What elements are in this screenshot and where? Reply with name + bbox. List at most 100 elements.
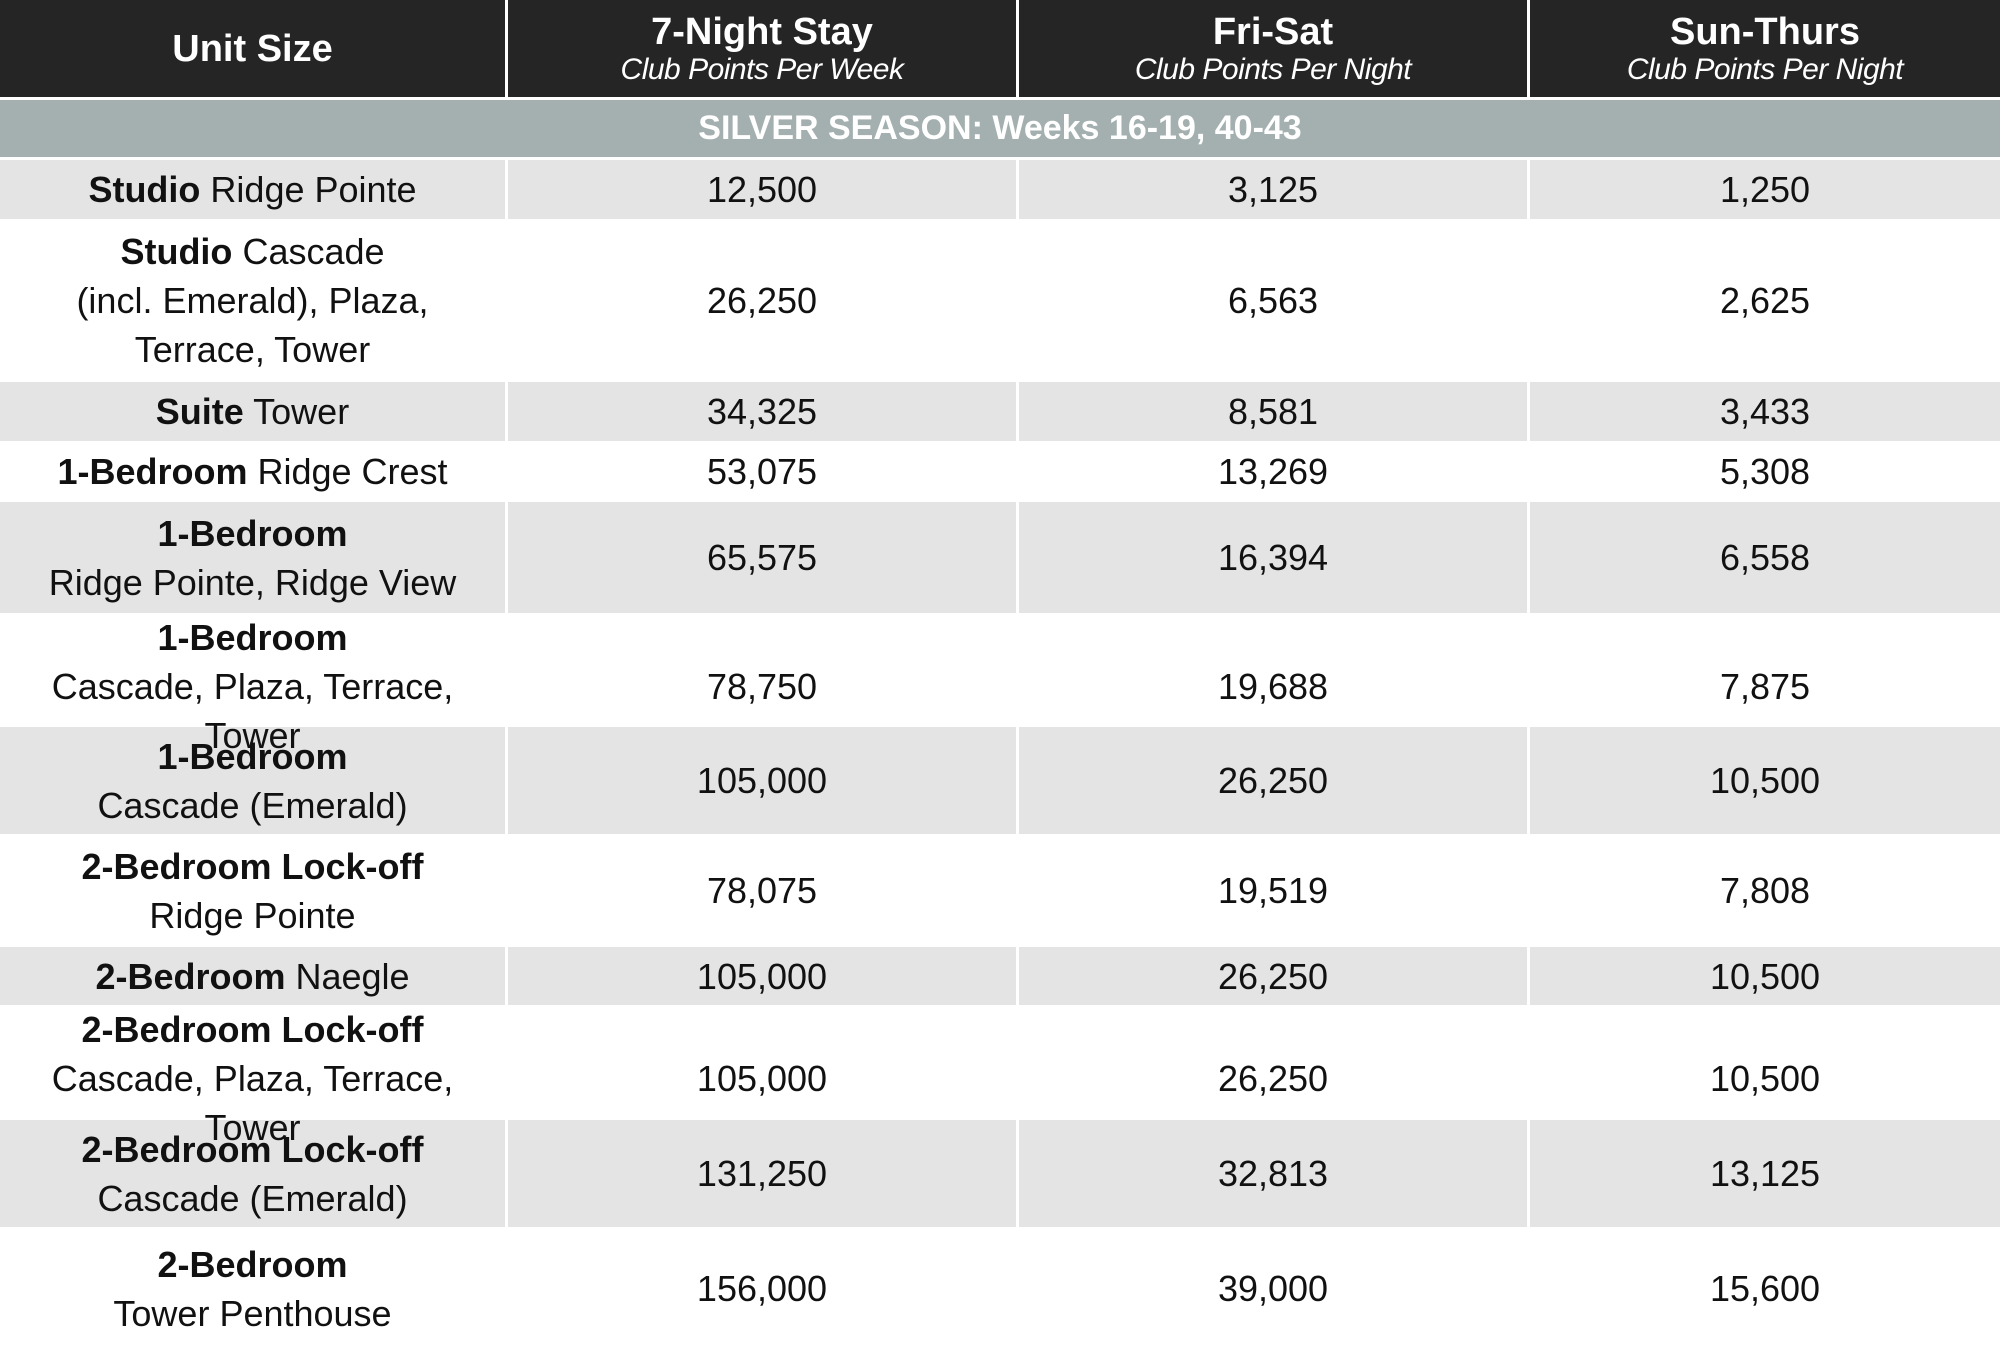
fri-sat-points-cell: 6,563 (1019, 219, 1530, 382)
unit-line-1: 1-Bedroom (157, 732, 347, 781)
unit-size-cell: 2-Bedroom Naegle (0, 947, 508, 1005)
table-row: 2-Bedroom Naegle 105,000 26,250 10,500 (0, 947, 2000, 1005)
unit-type: 1-Bedroom (157, 735, 348, 777)
unit-location: Cascade (232, 231, 385, 272)
week-points-cell: 131,250 (508, 1120, 1019, 1227)
fri-sat-points-cell: 26,250 (1019, 1005, 1530, 1152)
header-subtitle: Club Points Per Night (1626, 52, 1904, 86)
table-row: Studio Cascade (incl. Emerald), Plaza, Ter… (0, 219, 2000, 382)
sun-thurs-points-cell: 7,875 (1719, 666, 1811, 707)
sun-thurs-points-cell: 10,500 (1709, 760, 1821, 801)
unit-line-1: 2-Bedroom (157, 1240, 347, 1289)
fri-sat-points-cell: 13,269 (1019, 441, 1530, 502)
unit-type: Studio (88, 169, 201, 210)
week-points-cell: 53,075 (508, 441, 1019, 502)
fri-sat-points-cell: 19,688 (1019, 613, 1530, 760)
sun-thurs-points-cell: 2,625 (1719, 280, 1811, 321)
unit-type: Studio (120, 231, 233, 272)
header-subtitle: Club Points Per Night (1134, 52, 1412, 86)
sun-thurs-points-cell: 7,808 (1719, 870, 1811, 911)
fri-sat-points-cell: 32,813 (1019, 1120, 1530, 1227)
sun-thurs-points-cell: 5,308 (1719, 451, 1811, 492)
week-points-cell: 105,000 (508, 1005, 1019, 1152)
unit-line-2: Cascade (Emerald) (97, 784, 408, 826)
sun-thurs-points-cell: 15,600 (1709, 1268, 1821, 1309)
table-row: 1-Bedroom Ridge Crest 53,075 13,269 5,308 (0, 441, 2000, 502)
table-row: Suite Tower 34,325 8,581 3,433 (0, 382, 2000, 441)
table-row: 1-Bedroom Ridge Pointe, Ridge View 65,575 1… (0, 502, 2000, 613)
unit-line-2: Ridge Pointe (149, 894, 356, 936)
unit-size-cell: Studio Ridge Pointe (0, 160, 508, 219)
unit-line-1: 2-Bedroom Lock-off (82, 1005, 424, 1054)
unit-location: Tower (243, 391, 350, 432)
unit-size-cell: 2-Bedroom Lock-off Ridge Pointe (0, 834, 508, 947)
unit-type: 2-Bedroom (95, 955, 286, 997)
table-body: Studio Ridge Pointe 12,500 3,125 1,250 Studi… (0, 160, 2000, 1350)
header-sun-thurs: Sun-Thurs Club Points Per Night (1530, 0, 2000, 97)
sun-thurs-points-cell: 3,433 (1719, 391, 1811, 432)
unit-type: 1-Bedroom (157, 512, 348, 554)
table-row: 2-Bedroom Lock-off Cascade, Plaza, Terrac… (0, 1005, 2000, 1152)
unit-line-2: (incl. Emerald), Plaza, (76, 280, 429, 321)
fri-sat-points-cell: 39,000 (1019, 1227, 1530, 1350)
header-title: Unit Size (172, 27, 333, 70)
unit-type: 2-Bedroom (157, 1243, 348, 1285)
unit-size-cell: 1-Bedroom Cascade (Emerald) (0, 727, 508, 834)
unit-type: 2-Bedroom Lock-off (81, 1128, 424, 1170)
week-points-cell: 34,325 (508, 382, 1019, 441)
unit-line-1: 1-Bedroom (157, 613, 347, 662)
sun-thurs-points-cell: 1,250 (1719, 169, 1811, 210)
fri-sat-points-cell: 26,250 (1019, 727, 1530, 834)
unit-location: Naegle (285, 955, 410, 997)
unit-type: 2-Bedroom Lock-off (81, 845, 424, 887)
sun-thurs-points-cell: 10,500 (1709, 1058, 1821, 1099)
unit-line-2: Cascade (Emerald) (97, 1177, 408, 1219)
unit-line-2: Tower Penthouse (113, 1292, 392, 1334)
unit-size-cell: 1-Bedroom Ridge Crest (0, 441, 508, 502)
unit-line-2: Ridge Pointe, Ridge View (48, 561, 457, 603)
table-row: 1-Bedroom Cascade (Emerald) 105,000 26,250 1… (0, 727, 2000, 834)
unit-type: 1-Bedroom (157, 617, 348, 658)
sun-thurs-points-cell: 6,558 (1719, 537, 1811, 578)
unit-type: 2-Bedroom Lock-off (81, 1009, 424, 1050)
unit-size-cell: Suite Tower (0, 382, 508, 441)
unit-line-2: Cascade, Plaza, Terrace, Tower (51, 1058, 454, 1148)
week-points-cell: 12,500 (508, 160, 1019, 219)
table-header: Unit Size 7-Night Stay Club Points Per W… (0, 0, 2000, 97)
unit-size-cell: Studio Cascade (incl. Emerald), Plaza, Ter… (0, 219, 508, 382)
table-row: 2-Bedroom Lock-off Ridge Pointe 78,075 19,5… (0, 834, 2000, 947)
week-points-cell: 65,575 (508, 502, 1019, 613)
header-fri-sat: Fri-Sat Club Points Per Night (1019, 0, 1530, 97)
fri-sat-points-cell: 16,394 (1019, 502, 1530, 613)
unit-line-1: 1-Bedroom (157, 509, 347, 558)
header-subtitle: Club Points Per Week (620, 52, 904, 86)
week-points-cell: 105,000 (508, 727, 1019, 834)
unit-size-cell: 2-Bedroom Tower Penthouse (0, 1227, 508, 1350)
unit-location: Ridge Pointe (200, 169, 417, 210)
table-row: 1-Bedroom Cascade, Plaza, Terrace, Tower 7… (0, 613, 2000, 760)
header-title: Sun-Thurs (1670, 10, 1860, 53)
unit-line-1: 2-Bedroom Naegle (95, 952, 409, 1001)
fri-sat-points-cell: 19,519 (1019, 834, 1530, 947)
week-points-cell: 156,000 (508, 1227, 1019, 1350)
unit-line-1: 1-Bedroom Ridge Crest (57, 447, 447, 496)
week-points-cell: 78,075 (508, 834, 1019, 947)
unit-line-1: Suite Tower (156, 387, 349, 436)
unit-location: Ridge Crest (247, 451, 448, 492)
unit-line-3: Terrace, Tower (134, 329, 371, 370)
header-unit-size: Unit Size (0, 0, 508, 97)
unit-line-2: Cascade, Plaza, Terrace, Tower (51, 666, 454, 756)
unit-size-cell: 1-Bedroom Cascade, Plaza, Terrace, Tower (0, 613, 508, 760)
fri-sat-points-cell: 26,250 (1019, 947, 1530, 1005)
table-row: Studio Ridge Pointe 12,500 3,125 1,250 (0, 160, 2000, 219)
unit-line-1: Studio Ridge Pointe (88, 165, 416, 214)
week-points-cell: 78,750 (508, 613, 1019, 760)
unit-size-cell: 1-Bedroom Ridge Pointe, Ridge View (0, 502, 508, 613)
week-points-cell: 26,250 (508, 219, 1019, 382)
header-title: 7-Night Stay (651, 10, 873, 53)
unit-line-1: 2-Bedroom Lock-off (82, 842, 424, 891)
week-points-cell: 105,000 (508, 947, 1019, 1005)
unit-line-1: 2-Bedroom Lock-off (82, 1125, 424, 1174)
unit-type: 1-Bedroom (57, 451, 248, 492)
